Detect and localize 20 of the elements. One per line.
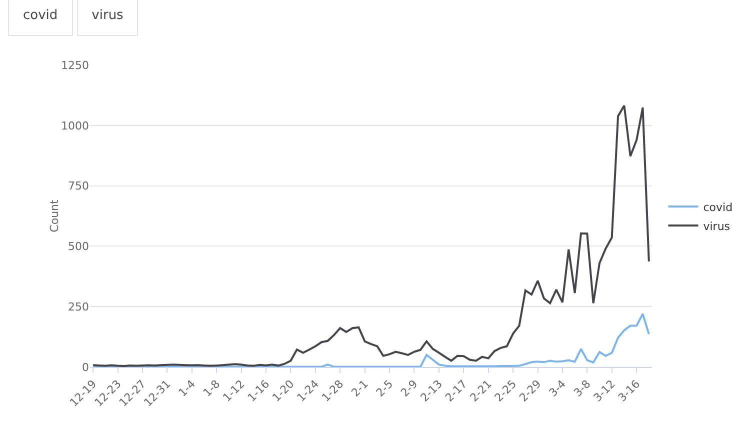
text: covid <box>8 0 73 36</box>
text: virus <box>76 0 138 36</box>
line-series <box>92 104 650 367</box>
x-tick-label: 3-4 <box>546 378 568 400</box>
y-tick-label: 500 <box>68 240 89 254</box>
line-series <box>92 312 650 367</box>
y-tick-label: 1250 <box>61 58 89 72</box>
x-tick-label: 3-8 <box>571 378 594 400</box>
x-tick-label: 2-5 <box>374 378 396 400</box>
legend-label: covid <box>703 200 733 214</box>
y-axis-title: Count <box>48 198 61 232</box>
y-tick-label: 1000 <box>61 119 89 132</box>
x-tick-label: 1-8 <box>200 378 223 400</box>
y-tick-label: 250 <box>68 300 89 314</box>
legend-label: virus <box>703 220 730 233</box>
x-tick-label: 2-1 <box>348 378 371 400</box>
y-tick-label: 750 <box>68 180 89 193</box>
x-tick-label: 2-9 <box>398 378 420 400</box>
y-tick-label: 0 <box>82 360 89 374</box>
x-tick-label: 1-4 <box>176 378 198 400</box>
